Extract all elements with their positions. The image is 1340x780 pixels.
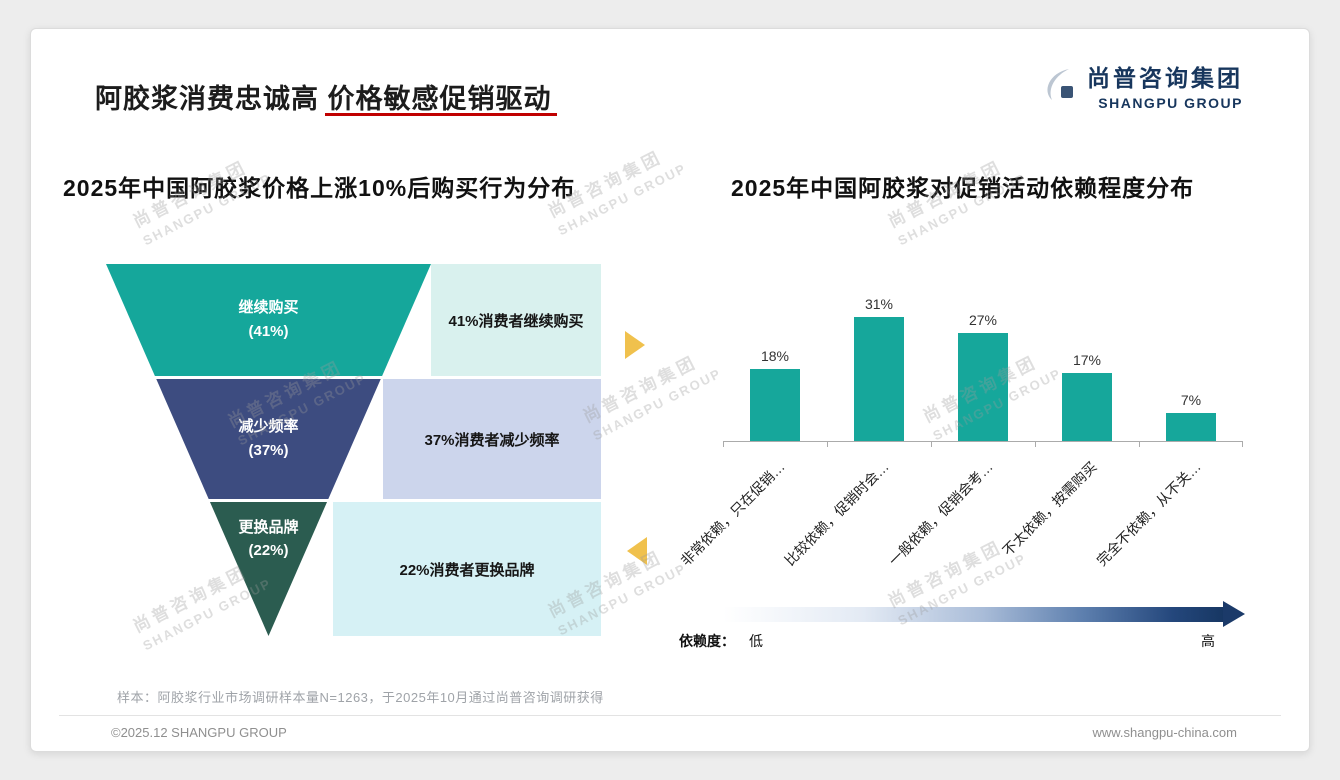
bar-column: 31% <box>827 287 931 441</box>
bar <box>958 333 1008 441</box>
logo-name-en: SHANGPU GROUP <box>1098 95 1243 111</box>
funnel-stage-pct: (22%) <box>248 542 289 560</box>
website-text: www.shangpu-china.com <box>1092 725 1237 740</box>
bar-chart-title: 2025年中国阿胶浆对促销活动依赖程度分布 <box>731 175 1195 201</box>
funnel-annotation: 22%消费者更换品牌 <box>333 502 601 636</box>
watermark: 尚普咨询集团 SHANGPU GROUP <box>580 352 725 444</box>
axis-tick <box>1139 442 1140 447</box>
x-axis-label: 一般依赖，促销会考… <box>885 458 996 569</box>
bar-column: 18% <box>723 287 827 441</box>
bar-column: 17% <box>1035 287 1139 441</box>
dependence-gradient-bar <box>723 607 1223 622</box>
axis-tick <box>1242 442 1243 447</box>
x-axis-label: 不太依赖，按需购买 <box>999 458 1100 559</box>
funnel-chart-title: 2025年中国阿胶浆价格上涨10%后购买行为分布 <box>63 175 576 201</box>
dependence-axis-label: 依赖度： <box>679 633 735 649</box>
bar-value-label: 27% <box>968 312 998 328</box>
bar <box>750 369 800 441</box>
funnel-chart: 继续购买 (41%) 减少频率 (37%) 更换品牌 (22%) <box>106 264 431 636</box>
logo-name-cn: 尚普咨询集团 <box>1087 65 1243 91</box>
bar-column: 27% <box>931 287 1035 441</box>
funnel-annotation-text: 37%消费者减少频率 <box>424 431 560 449</box>
footer-divider <box>59 715 1281 716</box>
dependence-high-label: 高 <box>1201 633 1215 649</box>
bar-value-label: 31% <box>864 296 894 312</box>
funnel-stage-label: 继续购买 <box>238 299 299 317</box>
bar-column: 7% <box>1139 287 1243 441</box>
x-axis-label: 完全不依赖，从不关… <box>1093 458 1204 569</box>
funnel-stage-pct: (37%) <box>248 441 289 459</box>
right-arrow-icon <box>625 331 645 359</box>
left-arrow-icon <box>627 537 647 565</box>
funnel-annotation-text: 22%消费者更换品牌 <box>399 561 535 579</box>
bar-value-label: 18% <box>760 348 790 364</box>
funnel-annotation: 41%消费者继续购买 <box>431 264 601 376</box>
axis-tick <box>1035 442 1036 447</box>
bar-value-label: 7% <box>1180 392 1202 408</box>
axis-tick <box>827 442 828 447</box>
slide-card: 阿胶浆消费忠诚高 价格敏感促销驱动 尚普咨询集团 SHANGPU GROUP 2… <box>30 28 1310 752</box>
x-axis-label: 非常依赖，只在促销… <box>677 458 788 569</box>
axis-tick <box>931 442 932 447</box>
x-axis-label: 比较依赖，促销时会… <box>781 458 892 569</box>
axis-tick <box>723 442 724 447</box>
bar-value-label: 17% <box>1072 352 1102 368</box>
funnel-stage-label: 减少频率 <box>238 418 299 436</box>
bar <box>1166 413 1216 441</box>
funnel-stage-pct: (41%) <box>248 322 289 340</box>
funnel-stage: 继续购买 (41%) <box>106 264 431 376</box>
x-axis <box>723 441 1243 447</box>
gradient-arrowhead-icon <box>1223 601 1245 627</box>
logo-mark-icon <box>1047 69 1073 100</box>
dependence-low-label: 低 <box>749 633 763 649</box>
funnel-stage-label: 更换品牌 <box>238 519 299 536</box>
funnel-annotation-text: 41%消费者继续购买 <box>448 312 584 330</box>
bar <box>1062 373 1112 441</box>
brand-logo: 尚普咨询集团 SHANGPU GROUP <box>1039 59 1243 111</box>
x-axis-labels: 非常依赖，只在促销… 比较依赖，促销时会… 一般依赖，促销会考… 不太依赖，按需… <box>677 447 1243 587</box>
page-title: 阿胶浆消费忠诚高 价格敏感促销驱动 <box>95 84 552 114</box>
bar <box>854 317 904 441</box>
sample-footnote: 样本：阿胶浆行业市场调研样本量N=1263，于2025年10月通过尚普咨询调研获… <box>117 690 604 705</box>
copyright-text: ©2025.12 SHANGPU GROUP <box>111 725 287 740</box>
title-underline <box>325 113 557 116</box>
bar-chart: 18% 31% 27% 17% 7% <box>723 287 1243 441</box>
funnel-annotation: 37%消费者减少频率 <box>383 379 601 499</box>
